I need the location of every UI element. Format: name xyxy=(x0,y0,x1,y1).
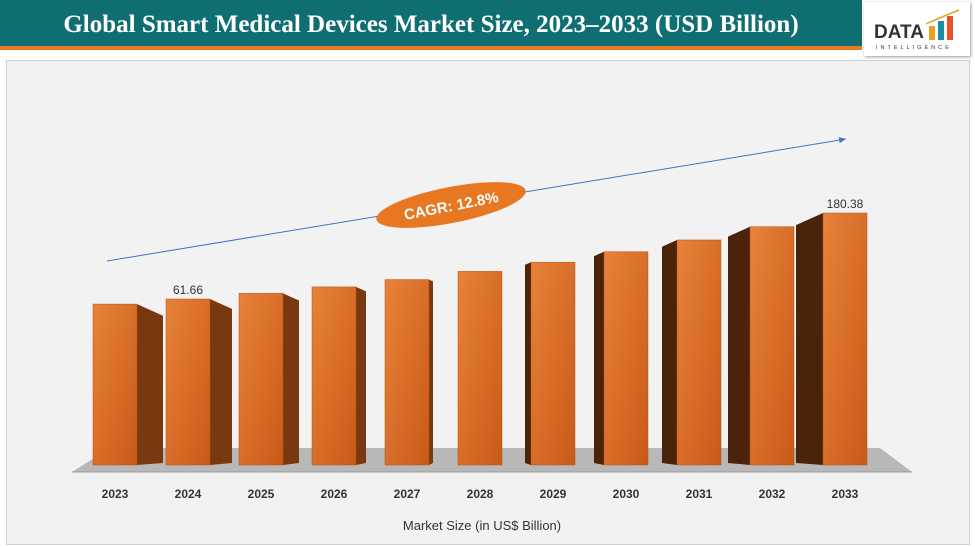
bar-side-2026 xyxy=(356,286,366,465)
bar-2029 xyxy=(530,261,576,466)
bar-side-2031 xyxy=(662,239,677,465)
x-axis-title: Market Size (in US$ Billion) xyxy=(403,518,561,533)
datam-intelligence-logo: DATA INTELLIGENCE xyxy=(864,2,970,56)
bar-2033 xyxy=(822,212,868,466)
bar-2032 xyxy=(749,226,795,466)
bar-2024 xyxy=(165,298,211,466)
x-tick-2030: 2030 xyxy=(613,487,640,501)
cagr-badge: CAGR: 12.8% xyxy=(376,182,526,228)
bar-2025 xyxy=(238,293,284,466)
bar-2023 xyxy=(92,303,138,466)
x-tick-2033: 2033 xyxy=(832,487,859,501)
bar-2026 xyxy=(311,286,357,466)
x-tick-2028: 2028 xyxy=(467,487,494,501)
logo-subtext: INTELLIGENCE xyxy=(876,45,952,51)
bar-side-2030 xyxy=(594,251,604,465)
bar-side-2023 xyxy=(137,304,163,465)
title-bar: Global Smart Medical Devices Market Size… xyxy=(0,0,862,50)
x-tick-2031: 2031 xyxy=(686,487,713,501)
bar-side-2033 xyxy=(796,213,823,465)
x-tick-2023: 2023 xyxy=(102,487,129,501)
chart-title: Global Smart Medical Devices Market Size… xyxy=(63,11,799,38)
bar-side-2029 xyxy=(525,262,531,465)
bar-2028 xyxy=(457,271,503,466)
logo-graphic: DATA INTELLIGENCE xyxy=(874,9,960,51)
x-tick-2026: 2026 xyxy=(321,487,348,501)
x-tick-2027: 2027 xyxy=(394,487,421,501)
logo-text: DATA xyxy=(874,22,924,43)
x-tick-2025: 2025 xyxy=(248,487,275,501)
x-tick-2029: 2029 xyxy=(540,487,567,501)
bar-side-2032 xyxy=(728,226,750,465)
data-label-2024: 61.66 xyxy=(173,283,203,297)
bar-2027 xyxy=(384,279,430,466)
bar-2031 xyxy=(676,239,722,466)
x-tick-2024: 2024 xyxy=(175,487,202,501)
bar-side-2027 xyxy=(429,279,433,465)
bar-side-2025 xyxy=(283,293,299,465)
data-label-2033: 180.38 xyxy=(827,197,864,211)
bar-2030 xyxy=(603,251,649,466)
x-tick-2032: 2032 xyxy=(759,487,786,501)
bar-side-2024 xyxy=(210,299,232,465)
